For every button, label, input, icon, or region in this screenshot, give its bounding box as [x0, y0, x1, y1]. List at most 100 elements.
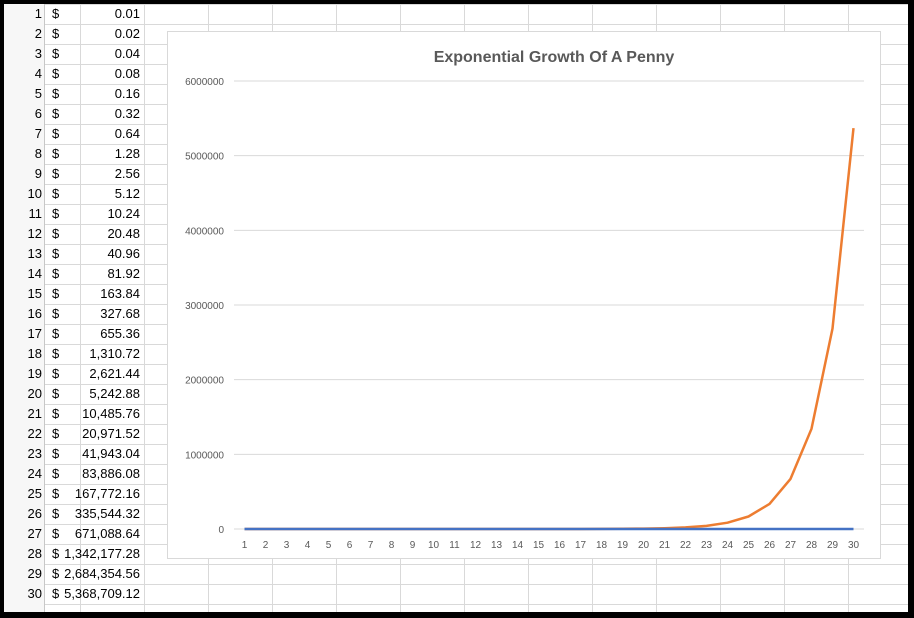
table-row[interactable]: 12 $20.48 — [4, 224, 144, 244]
table-row[interactable]: 7 $0.64 — [4, 124, 144, 144]
amount-cell[interactable]: 0.04 — [114, 46, 140, 61]
table-row[interactable]: 2 $0.02 — [4, 24, 144, 44]
series-line-value[interactable] — [244, 127, 855, 531]
amount-cell[interactable]: 5,242.88 — [89, 386, 140, 401]
table-row[interactable]: 29 $2,684,354.56 — [4, 564, 144, 584]
table-row[interactable]: 25 $167,772.16 — [4, 484, 144, 504]
table-row[interactable]: 23 $41,943.04 — [4, 444, 144, 464]
amount-cell[interactable]: 1.28 — [114, 146, 140, 161]
amount-cell[interactable]: 167,772.16 — [74, 486, 140, 501]
table-row[interactable]: 8 $1.28 — [4, 144, 144, 164]
x-tick-label: 4 — [305, 540, 311, 551]
table-row[interactable]: 24 $83,886.08 — [4, 464, 144, 484]
table-row[interactable]: 5 $0.16 — [4, 84, 144, 104]
y-tick-label: 2000000 — [185, 376, 224, 387]
gridlines — [234, 80, 864, 530]
amount-cell[interactable]: 0.16 — [114, 86, 140, 101]
amount-cell[interactable]: 2,621.44 — [89, 366, 140, 381]
line-chart[interactable]: Exponential Growth Of A Penny 0 1000000 20… — [167, 31, 881, 559]
x-tick-label: 11 — [449, 540, 460, 551]
amount-cell[interactable]: 335,544.32 — [74, 506, 140, 521]
x-tick-label: 8 — [389, 540, 395, 551]
currency-symbol: $ — [52, 146, 60, 161]
table-row[interactable]: 21 $10,485.76 — [4, 404, 144, 424]
amount-cell[interactable]: 2.56 — [114, 166, 140, 181]
y-tick-label: 1000000 — [185, 450, 224, 461]
amount-cell[interactable]: 5.12 — [114, 186, 140, 201]
row-number: 30 — [27, 586, 42, 601]
table-row[interactable]: 11 $10.24 — [4, 204, 144, 224]
row-number: 29 — [27, 566, 42, 581]
table-row[interactable]: 4 $0.08 — [4, 64, 144, 84]
currency-symbol: $ — [52, 446, 60, 461]
x-tick-label: 5 — [326, 540, 332, 551]
amount-cell[interactable]: 0.02 — [114, 26, 140, 41]
amount-cell[interactable]: 81.92 — [107, 266, 140, 281]
x-tick-label: 21 — [659, 540, 671, 551]
amount-cell[interactable]: 41,943.04 — [82, 446, 140, 461]
row-number: 3 — [34, 46, 42, 61]
amount-cell[interactable]: 10.24 — [107, 206, 140, 221]
x-tick-label: 26 — [764, 540, 776, 551]
table-row[interactable]: 27 $671,088.64 — [4, 524, 144, 544]
x-tick-label: 23 — [701, 540, 713, 551]
row-number: 6 — [34, 106, 42, 121]
x-tick-label: 6 — [347, 540, 353, 551]
table-row[interactable]: 17 $655.36 — [4, 324, 144, 344]
currency-symbol: $ — [52, 426, 60, 441]
x-tick-label: 27 — [785, 540, 797, 551]
x-tick-label: 22 — [680, 540, 692, 551]
amount-cell[interactable]: 1,310.72 — [89, 346, 140, 361]
amount-cell[interactable]: 163.84 — [100, 286, 140, 301]
amount-cell[interactable]: 40.96 — [107, 246, 140, 261]
x-tick-label: 14 — [512, 540, 524, 551]
amount-cell[interactable]: 2,684,354.56 — [64, 566, 140, 581]
table-row[interactable]: 28 $1,342,177.28 — [4, 544, 144, 564]
currency-symbol: $ — [52, 366, 60, 381]
table-row[interactable]: 9 $2.56 — [4, 164, 144, 184]
currency-symbol: $ — [52, 186, 60, 201]
currency-symbol: $ — [52, 586, 60, 601]
currency-symbol: $ — [52, 86, 60, 101]
table-row[interactable]: 19 $2,621.44 — [4, 364, 144, 384]
amount-cell[interactable]: 83,886.08 — [82, 466, 140, 481]
table-row[interactable]: 3 $0.04 — [4, 44, 144, 64]
table-row[interactable]: 18 $1,310.72 — [4, 344, 144, 364]
x-tick-label: 25 — [743, 540, 755, 551]
currency-symbol: $ — [52, 286, 60, 301]
spreadsheet-window: 1 $0.01 2 $0.02 3 $0.04 4 $0.08 5 $0.16 6 $0.32 7 $0.… — [4, 4, 908, 612]
amount-cell[interactable]: 10,485.76 — [82, 406, 140, 421]
amount-cell[interactable]: 0.64 — [114, 126, 140, 141]
table-row[interactable]: 30 $5,368,709.12 — [4, 584, 144, 604]
row-number: 23 — [27, 446, 42, 461]
table-row[interactable]: 10 $5.12 — [4, 184, 144, 204]
amount-cell[interactable]: 655.36 — [100, 326, 140, 341]
row-number: 4 — [34, 66, 42, 81]
row-number: 13 — [27, 246, 42, 261]
table-row[interactable]: 20 $5,242.88 — [4, 384, 144, 404]
amount-cell[interactable]: 0.08 — [114, 66, 140, 81]
table-row[interactable]: 26 $335,544.32 — [4, 504, 144, 524]
x-tick-label: 16 — [554, 540, 566, 551]
amount-cell[interactable]: 0.01 — [114, 6, 140, 21]
currency-symbol: $ — [52, 106, 60, 121]
table-row[interactable]: 22 $20,971.52 — [4, 424, 144, 444]
amount-cell[interactable]: 20.48 — [107, 226, 140, 241]
amount-cell[interactable]: 327.68 — [100, 306, 140, 321]
amount-cell[interactable]: 20,971.52 — [82, 426, 140, 441]
table-row[interactable]: 6 $0.32 — [4, 104, 144, 124]
amount-cell[interactable]: 0.32 — [114, 106, 140, 121]
amount-cell[interactable]: 1,342,177.28 — [64, 546, 140, 561]
x-tick-label: 7 — [368, 540, 374, 551]
y-axis-ticks: 0 1000000 2000000 3000000 4000000 5000000 6000… — [185, 77, 224, 536]
row-number: 10 — [27, 186, 42, 201]
series-lines — [244, 127, 855, 531]
table-row[interactable]: 15 $163.84 — [4, 284, 144, 304]
table-row[interactable]: 16 $327.68 — [4, 304, 144, 324]
amount-cell[interactable]: 671,088.64 — [74, 526, 140, 541]
table-row[interactable]: 1 $0.01 — [4, 4, 144, 24]
table-row[interactable]: 14 $81.92 — [4, 264, 144, 284]
table-row[interactable]: 13 $40.96 — [4, 244, 144, 264]
x-tick-label: 13 — [491, 540, 503, 551]
amount-cell[interactable]: 5,368,709.12 — [64, 586, 140, 601]
